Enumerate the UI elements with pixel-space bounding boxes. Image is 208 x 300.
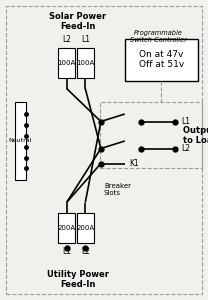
- Text: 100A: 100A: [57, 60, 76, 66]
- Text: L1: L1: [62, 248, 71, 256]
- Text: Programmable
Switch Controller: Programmable Switch Controller: [130, 30, 187, 43]
- Text: On at 47v
Off at 51v: On at 47v Off at 51v: [139, 50, 184, 69]
- Text: L2: L2: [81, 248, 90, 256]
- Bar: [100, 102, 202, 168]
- Text: Neutral: Neutral: [9, 139, 32, 143]
- Text: Output Power
to Loads: Output Power to Loads: [183, 126, 208, 146]
- Bar: [77, 213, 94, 243]
- Bar: [125, 39, 198, 81]
- Text: K1: K1: [129, 159, 139, 168]
- Text: 200A: 200A: [57, 225, 76, 231]
- Bar: [58, 48, 75, 78]
- Text: L2: L2: [62, 34, 71, 43]
- Text: 200A: 200A: [76, 225, 94, 231]
- Text: L1: L1: [181, 117, 190, 126]
- Text: Utility Power
Feed-In: Utility Power Feed-In: [47, 270, 109, 290]
- Text: L2: L2: [181, 144, 190, 153]
- Bar: [77, 48, 94, 78]
- Bar: [58, 213, 75, 243]
- Text: Breaker
Slots: Breaker Slots: [104, 183, 131, 196]
- Text: 100A: 100A: [76, 60, 94, 66]
- Text: Solar Power
Feed-In: Solar Power Feed-In: [50, 12, 106, 32]
- Bar: [15, 102, 26, 180]
- Text: L1: L1: [81, 34, 90, 43]
